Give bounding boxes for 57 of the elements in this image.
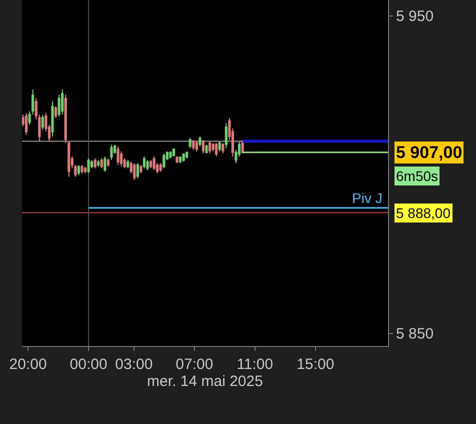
- x-tick-label: 00:00: [70, 356, 108, 373]
- candlestick: [159, 162, 162, 172]
- candlestick: [136, 162, 139, 179]
- candlestick: [192, 139, 195, 150]
- series-label: Piv J: [352, 190, 382, 206]
- candlestick: [97, 159, 100, 168]
- candlestick: [186, 150, 188, 159]
- candlestick: [195, 141, 198, 152]
- candlestick: [208, 141, 212, 154]
- candlestick: [24, 112, 28, 136]
- candlestick: [51, 100, 54, 137]
- candlestick: [61, 89, 64, 116]
- candlestick: [152, 156, 156, 171]
- candlestick: [133, 162, 136, 180]
- candlestick: [120, 150, 123, 168]
- candlestick: [172, 148, 176, 157]
- y-tick-label: 5 850: [396, 326, 434, 343]
- candlestick: [116, 146, 120, 166]
- candlestick: [77, 164, 80, 176]
- candlestick: [87, 158, 90, 174]
- candlestick: [126, 159, 130, 169]
- annotation: 5 907,00: [396, 143, 462, 162]
- x-tick-label: 03:00: [115, 356, 153, 373]
- x-tick-label: 11:00: [236, 356, 274, 373]
- candlestick: [41, 114, 44, 130]
- candlestick: [94, 158, 96, 169]
- candlestick: [202, 139, 205, 154]
- text: 6m50s: [396, 168, 438, 184]
- candlestick: [188, 138, 192, 149]
- candlestick: [104, 156, 106, 172]
- candlestick: [100, 158, 103, 169]
- candlestick: [146, 159, 149, 171]
- candlestick: [176, 156, 178, 164]
- candlestick: [224, 122, 228, 149]
- x-tick-label: 20:00: [9, 356, 47, 373]
- y-tick-label: 5 950: [396, 8, 434, 26]
- candlestick: [222, 142, 224, 154]
- candlestick: [215, 142, 218, 157]
- x-axis-title: mer. 14 mai 2025: [147, 373, 263, 390]
- candlestick: [84, 166, 87, 174]
- candlestick: [150, 159, 152, 169]
- candlestick: [162, 152, 166, 169]
- candlestick: [182, 152, 185, 162]
- candlestick: [80, 164, 84, 174]
- candlestick: [169, 150, 172, 159]
- candlestick: [205, 144, 208, 154]
- x-tick-label: 07:00: [176, 356, 214, 373]
- candlestick: [178, 156, 182, 164]
- candlestick: [142, 156, 146, 169]
- candlestick: [54, 106, 58, 119]
- ref-line-label: 5 888,00: [396, 205, 451, 221]
- candlestick: [106, 158, 110, 168]
- candlestick: [110, 144, 113, 160]
- candlestick: [198, 136, 202, 147]
- x-tick-label: 15:00: [296, 356, 334, 373]
- candlestick: [140, 164, 142, 174]
- candlestick: [218, 141, 221, 152]
